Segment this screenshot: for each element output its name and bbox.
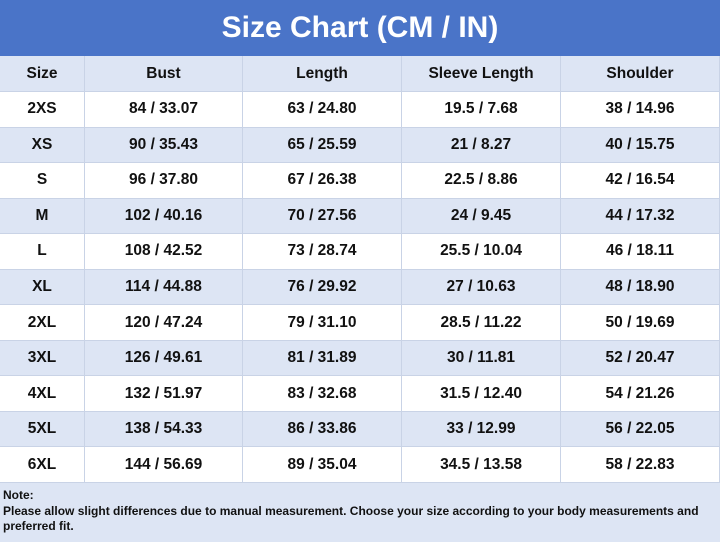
measure-cell: 79 / 31.10 xyxy=(243,305,402,341)
measure-cell: 65 / 25.59 xyxy=(243,127,402,164)
measure-cell: 24 / 9.45 xyxy=(402,198,561,235)
size-cell: XS xyxy=(0,127,85,164)
measure-cell: 138 / 54.33 xyxy=(85,411,243,448)
measure-cell: 27 / 10.63 xyxy=(402,269,561,306)
size-cell: 3XL xyxy=(0,340,85,377)
measure-cell: 56 / 22.05 xyxy=(561,411,720,448)
measure-cell: 30 / 11.81 xyxy=(402,340,561,377)
measure-cell: 76 / 29.92 xyxy=(243,269,402,306)
size-cell: 4XL xyxy=(0,376,85,412)
measure-cell: 28.5 / 11.22 xyxy=(402,305,561,341)
measure-cell: 144 / 56.69 xyxy=(85,447,243,483)
note: Note: Please allow slight differences du… xyxy=(0,483,720,542)
measure-cell: 48 / 18.90 xyxy=(561,269,720,306)
note-text: Please allow slight differences due to m… xyxy=(3,503,699,534)
measure-cell: 84 / 33.07 xyxy=(85,92,243,128)
size-cell: L xyxy=(0,234,85,270)
size-cell: XL xyxy=(0,269,85,306)
size-table: Size Bust Length Sleeve Length Shoulder 2XS 84… xyxy=(0,56,720,483)
measure-cell: 63 / 24.80 xyxy=(243,92,402,128)
measure-cell: 25.5 / 10.04 xyxy=(402,234,561,270)
measure-cell: 58 / 22.83 xyxy=(561,447,720,483)
measure-cell: 81 / 31.89 xyxy=(243,340,402,377)
measure-cell: 108 / 42.52 xyxy=(85,234,243,270)
size-cell: S xyxy=(0,163,85,199)
header-cell: Shoulder xyxy=(561,56,720,92)
measure-cell: 40 / 15.75 xyxy=(561,127,720,164)
header-cell: Sleeve Length xyxy=(402,56,561,92)
measure-cell: 89 / 35.04 xyxy=(243,447,402,483)
measure-cell: 67 / 26.38 xyxy=(243,163,402,199)
measure-cell: 46 / 18.11 xyxy=(561,234,720,270)
size-cell: 6XL xyxy=(0,447,85,483)
size-cell: 2XS xyxy=(0,92,85,128)
measure-cell: 120 / 47.24 xyxy=(85,305,243,341)
header-cell: Size xyxy=(0,56,85,92)
measure-cell: 83 / 32.68 xyxy=(243,376,402,412)
size-cell: M xyxy=(0,198,85,235)
measure-cell: 44 / 17.32 xyxy=(561,198,720,235)
header-cell: Length xyxy=(243,56,402,92)
measure-cell: 70 / 27.56 xyxy=(243,198,402,235)
measure-cell: 90 / 35.43 xyxy=(85,127,243,164)
measure-cell: 126 / 49.61 xyxy=(85,340,243,377)
measure-cell: 114 / 44.88 xyxy=(85,269,243,306)
measure-cell: 38 / 14.96 xyxy=(561,92,720,128)
measure-cell: 34.5 / 13.58 xyxy=(402,447,561,483)
measure-cell: 19.5 / 7.68 xyxy=(402,92,561,128)
measure-cell: 102 / 40.16 xyxy=(85,198,243,235)
measure-cell: 132 / 51.97 xyxy=(85,376,243,412)
note-label: Note: xyxy=(3,488,34,502)
measure-cell: 31.5 / 12.40 xyxy=(402,376,561,412)
size-cell: 2XL xyxy=(0,305,85,341)
measure-cell: 54 / 21.26 xyxy=(561,376,720,412)
title: Size Chart (CM / IN) xyxy=(0,0,720,56)
measure-cell: 42 / 16.54 xyxy=(561,163,720,199)
measure-cell: 73 / 28.74 xyxy=(243,234,402,270)
measure-cell: 22.5 / 8.86 xyxy=(402,163,561,199)
measure-cell: 96 / 37.80 xyxy=(85,163,243,199)
measure-cell: 52 / 20.47 xyxy=(561,340,720,377)
measure-cell: 50 / 19.69 xyxy=(561,305,720,341)
measure-cell: 33 / 12.99 xyxy=(402,411,561,448)
header-cell: Bust xyxy=(85,56,243,92)
measure-cell: 86 / 33.86 xyxy=(243,411,402,448)
measure-cell: 21 / 8.27 xyxy=(402,127,561,164)
size-cell: 5XL xyxy=(0,411,85,448)
